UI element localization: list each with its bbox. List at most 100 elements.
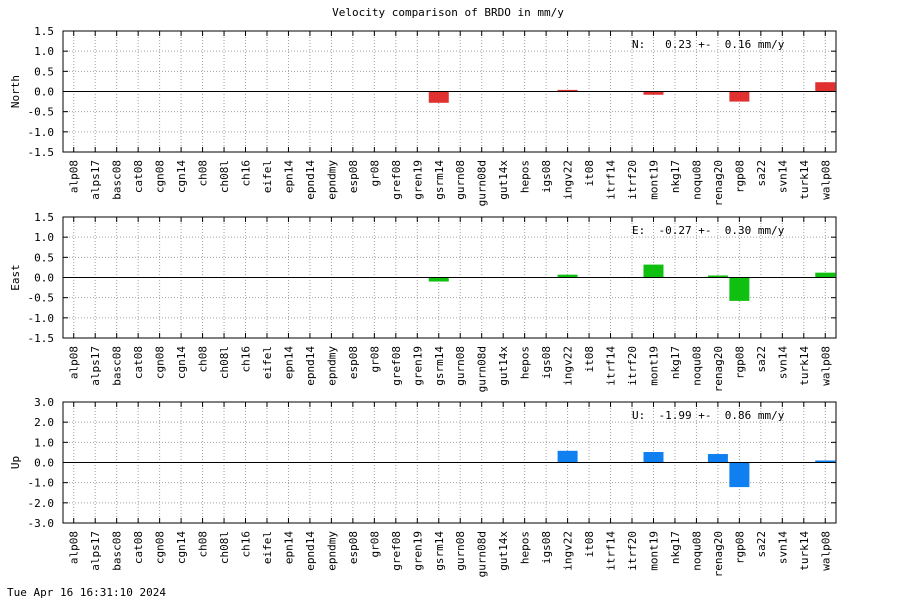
bar-up-ingv22: [557, 450, 578, 463]
x-tick-label-ch08: ch08: [197, 346, 210, 373]
bar-east-renag20: [707, 275, 728, 278]
x-tick-label-it08: it08: [583, 346, 596, 373]
x-tick-label-gsrm14: gsrm14: [433, 346, 446, 386]
x-tick-label-igs08: igs08: [540, 346, 553, 379]
bar-up-rgp08: [729, 462, 750, 488]
x-tick-label-rgp08: rgp08: [733, 531, 746, 564]
x-tick-label-ingv22: ingv22: [562, 160, 575, 200]
x-tick-label-alp08: alp08: [68, 531, 81, 564]
x-tick-label-cgn14: cgn14: [175, 346, 188, 379]
x-tick-label-sa22: sa22: [755, 531, 768, 558]
x-tick-label-epnd14: epnd14: [304, 160, 317, 200]
x-tick-label-gsrm14: gsrm14: [433, 160, 446, 200]
x-tick-label-ch16: ch16: [240, 531, 253, 558]
x-tick-label-gren19: gren19: [411, 346, 424, 386]
x-tick-label-hepos: hepos: [519, 346, 532, 379]
x-tick-label-itrf20: itrf20: [626, 346, 639, 386]
x-tick-label-gref08: gref08: [390, 531, 403, 571]
x-tick-label-it08: it08: [583, 160, 596, 187]
x-tick-label-cgn08: cgn08: [154, 346, 167, 379]
x-tick-label-itrf20: itrf20: [626, 160, 639, 200]
y-tick-label: -0.5: [28, 106, 55, 119]
x-tick-label-rgp08: rgp08: [733, 160, 746, 193]
x-tick-label-ingv22: ingv22: [562, 531, 575, 571]
x-tick-label-noqu08: noqu08: [690, 346, 703, 386]
x-tick-label-nkg17: nkg17: [669, 531, 682, 564]
plot-frame: [62, 30, 837, 153]
y-axis-label-up: Up: [9, 456, 22, 469]
y-tick-label: -2.0: [28, 497, 55, 510]
x-tick-label-cgn14: cgn14: [175, 160, 188, 193]
timestamp: Tue Apr 16 16:31:10 2024: [7, 586, 166, 599]
x-tick-label-rgp08: rgp08: [733, 346, 746, 379]
x-tick-label-ch08l: ch08l: [218, 160, 231, 193]
x-tick-label-cat08: cat08: [132, 160, 145, 193]
x-tick-label-ch16: ch16: [240, 160, 253, 187]
panel-north: 1.5 1.0 0.5 0.0 -0.5 -1.0 -1.5 alp08 alps17 basc0…: [9, 25, 837, 206]
y-tick-label: 1.0: [34, 436, 54, 449]
x-tick-label-itrf14: itrf14: [605, 160, 618, 200]
y-tick-label: -3.0: [28, 517, 55, 530]
bar-north-gsrm14: [428, 91, 449, 103]
x-tick-label-turk14: turk14: [798, 346, 811, 386]
x-tick-label-gurn08d: gurn08d: [476, 160, 489, 206]
x-tick-label-ch08: ch08: [197, 160, 210, 187]
y-tick-label: 2.0: [34, 416, 54, 429]
annotation-north: N: 0.23 +- 0.16 mm/y: [632, 38, 785, 51]
plot-frame: [62, 216, 837, 339]
x-tick-label-hepos: hepos: [519, 160, 532, 193]
x-tick-label-esp08: esp08: [347, 346, 360, 379]
x-tick-label-igs08: igs08: [540, 160, 553, 193]
x-tick-label-ch16: ch16: [240, 346, 253, 373]
x-tick-label-alp08: alp08: [68, 160, 81, 193]
annotation-up: U: -1.99 +- 0.86 mm/y: [632, 409, 785, 422]
y-tick-label: 1.5: [34, 211, 54, 224]
x-tick-label-cgn08: cgn08: [154, 160, 167, 193]
bar-north-ingv22: [557, 89, 578, 92]
x-tick-label-gurn08d: gurn08d: [476, 346, 489, 392]
bar-up-renag20: [707, 454, 728, 463]
x-tick-label-gren19: gren19: [411, 531, 424, 571]
x-tick-label-gut14x: gut14x: [497, 531, 510, 571]
x-tick-label-alps17: alps17: [89, 346, 102, 386]
y-tick-label: 0.0: [34, 457, 54, 470]
x-tick-label-gr08: gr08: [368, 531, 381, 558]
x-tick-label-basc08: basc08: [111, 531, 124, 571]
x-tick-label-turk14: turk14: [798, 160, 811, 200]
y-tick-label: 0.0: [34, 272, 54, 285]
panel-up: 3.0 2.0 1.0 0.0 -1.0 -2.0 -3.0 alp08 alps17 basc0…: [9, 396, 837, 577]
x-tick-label-mont19: mont19: [647, 531, 660, 571]
y-tick-label: -1.0: [28, 477, 55, 490]
chart-title: Velocity comparison of BRDO in mm/y: [332, 6, 564, 19]
y-tick-label: 1.5: [34, 25, 54, 38]
x-tick-label-eifel: eifel: [261, 531, 274, 564]
y-tick-label: -1.5: [28, 332, 55, 345]
x-tick-label-renag20: renag20: [712, 160, 725, 206]
x-tick-label-mont19: mont19: [647, 160, 660, 200]
x-tick-label-itrf20: itrf20: [626, 531, 639, 571]
x-tick-label-renag20: renag20: [712, 531, 725, 577]
y-tick-label: 0.5: [34, 65, 54, 78]
panel-east: 1.5 1.0 0.5 0.0 -0.5 -1.0 -1.5 alp08 alps17 basc0…: [9, 211, 837, 392]
x-tick-label-esp08: esp08: [347, 160, 360, 193]
y-tick-label: 1.0: [34, 231, 54, 244]
x-tick-label-gref08: gref08: [390, 346, 403, 386]
bar-north-rgp08: [729, 91, 750, 102]
y-axis-label-east: East: [9, 264, 22, 291]
x-tick-label-alp08: alp08: [68, 346, 81, 379]
bar-up-mont19: [643, 452, 664, 463]
x-tick-label-epndmy: epndmy: [325, 160, 338, 200]
x-tick-label-gref08: gref08: [390, 160, 403, 200]
x-tick-label-it08: it08: [583, 531, 596, 558]
x-tick-label-epndmy: epndmy: [325, 346, 338, 386]
x-tick-label-cat08: cat08: [132, 346, 145, 379]
y-tick-label: -1.0: [28, 126, 55, 139]
x-tick-label-epn14: epn14: [282, 346, 295, 379]
x-tick-label-ch08l: ch08l: [218, 531, 231, 564]
x-tick-label-esp08: esp08: [347, 531, 360, 564]
x-tick-label-ch08l: ch08l: [218, 346, 231, 379]
x-tick-label-gsrm14: gsrm14: [433, 531, 446, 571]
x-tick-label-svn14: svn14: [776, 531, 789, 564]
x-tick-label-gr08: gr08: [368, 346, 381, 373]
